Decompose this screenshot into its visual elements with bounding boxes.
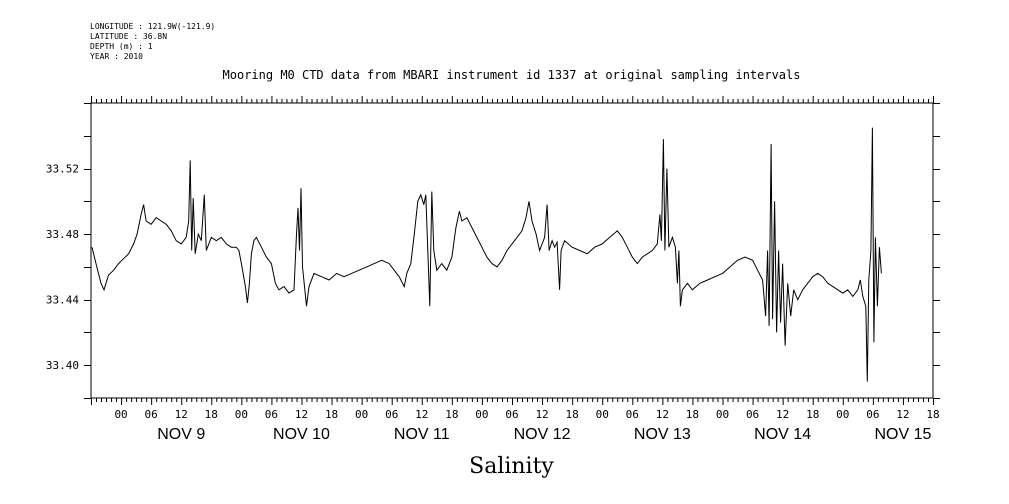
metadata-block: LONGITUDE : 121.9W(-121.9) LATITUDE : 36… [90, 22, 215, 62]
x-hour-label: 12 [175, 408, 188, 421]
x-hour-label: 00 [475, 408, 488, 421]
x-hour-label: 06 [385, 408, 398, 421]
plot-frame [90, 102, 934, 399]
x-hour-label: 12 [415, 408, 428, 421]
x-hour-label: 18 [686, 408, 699, 421]
x-day-label: NOV 12 [514, 426, 571, 443]
y-tick-label: 33.52 [46, 163, 79, 176]
x-hour-label: 18 [566, 408, 579, 421]
x-hour-label: 00 [836, 408, 849, 421]
x-hour-label: 18 [445, 408, 458, 421]
y-tick-label: 33.48 [46, 228, 79, 241]
x-hour-label: 18 [325, 408, 338, 421]
x-hour-label: 06 [866, 408, 879, 421]
x-hour-label: 06 [746, 408, 759, 421]
x-hour-label: 00 [235, 408, 248, 421]
x-hour-label: 06 [265, 408, 278, 421]
x-day-label: NOV 13 [634, 426, 691, 443]
x-hour-label: 06 [145, 408, 158, 421]
x-hour-label: 12 [535, 408, 548, 421]
x-day-label: NOV 11 [394, 426, 450, 443]
x-hour-label: 18 [205, 408, 218, 421]
x-hour-label: 18 [806, 408, 819, 421]
x-axis-label: Salinity [469, 454, 554, 479]
depth-label: DEPTH (m) : 1 [90, 42, 153, 51]
chart-title: Mooring M0 CTD data from MBARI instrumen… [222, 68, 801, 82]
latitude-label: LATITUDE : 36.8N [90, 32, 168, 41]
x-hour-label: 06 [505, 408, 518, 421]
x-hour-label: 12 [295, 408, 308, 421]
x-hour-label: 12 [656, 408, 669, 421]
x-hour-label: 00 [596, 408, 609, 421]
x-hour-label: 18 [926, 408, 939, 421]
x-hour-label: 12 [776, 408, 789, 421]
x-day-label: NOV 10 [273, 426, 330, 443]
x-day-label: NOV 14 [754, 426, 811, 443]
x-hour-label: 00 [114, 408, 127, 421]
x-hour-label: 00 [355, 408, 368, 421]
x-day-label: NOV 9 [157, 426, 205, 443]
longitude-label: LONGITUDE : 121.9W(-121.9) [90, 22, 216, 31]
x-hour-label: 12 [896, 408, 909, 421]
x-hour-label: 00 [716, 408, 729, 421]
year-label: YEAR : 2010 [90, 52, 143, 61]
y-tick-label: 33.44 [46, 294, 79, 307]
x-day-label: NOV 15 [874, 426, 931, 443]
y-tick-label: 33.40 [46, 359, 79, 372]
salinity-series-line [91, 127, 882, 382]
x-hour-label: 06 [626, 408, 639, 421]
